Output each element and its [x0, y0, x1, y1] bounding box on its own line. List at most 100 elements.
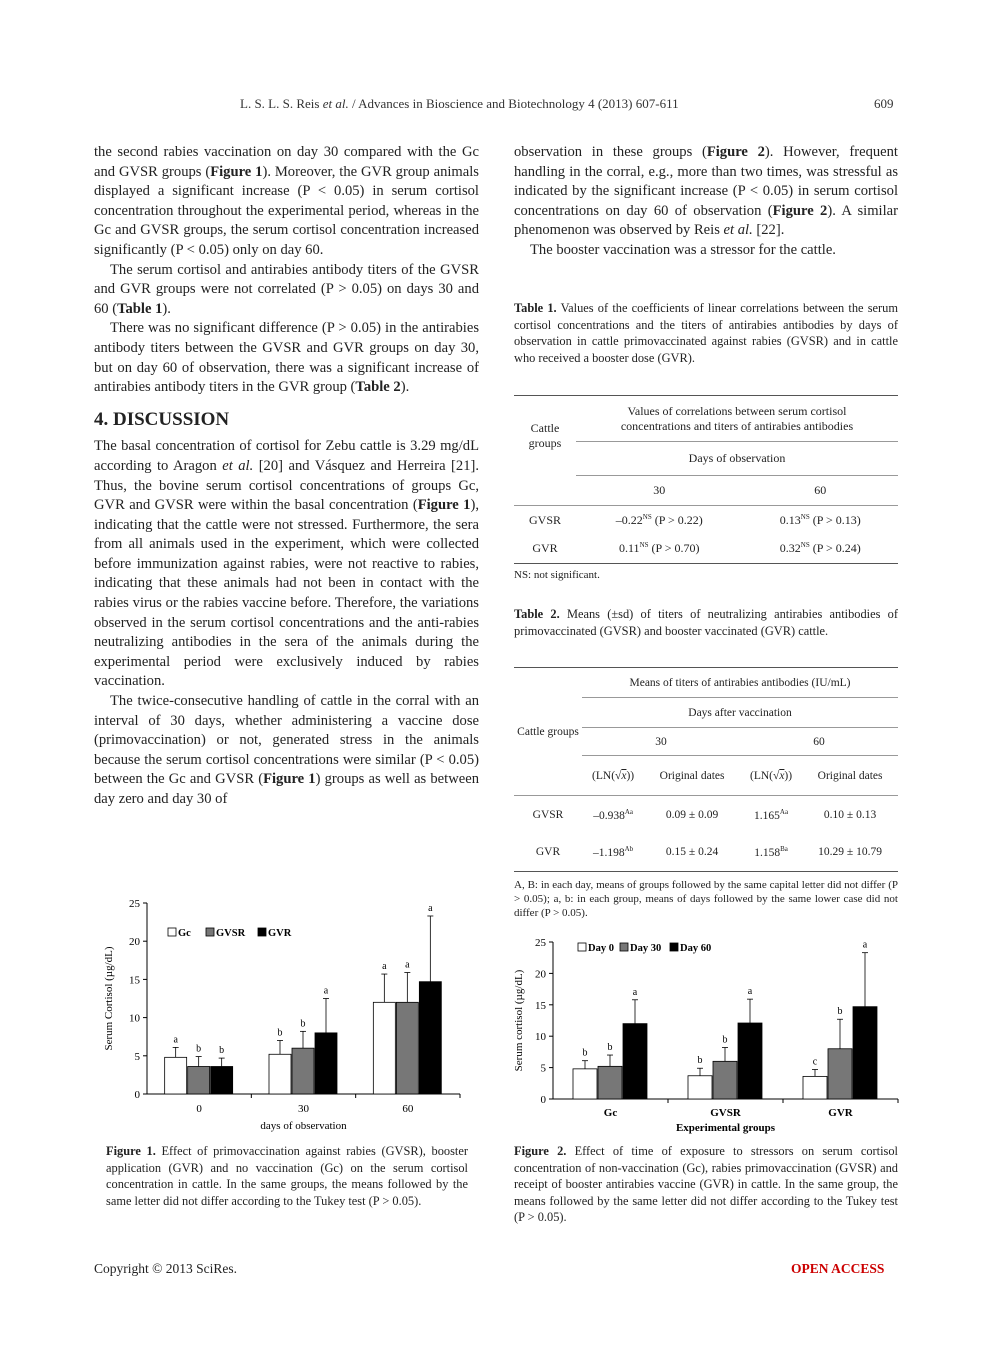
section-title: 4. DISCUSSION [94, 408, 230, 430]
x-tick-label: 0 [196, 1103, 202, 1115]
y-tick-label: 0 [541, 1094, 547, 1106]
x-axis-label: days of observation [260, 1120, 347, 1132]
left-paragraph-5: The twice-consecutive handling of cattle… [94, 693, 479, 807]
bar [291, 1047, 315, 1095]
bar [164, 1056, 188, 1095]
table2-head-days: Days after vaccination [582, 697, 898, 728]
data-label: b [723, 1035, 728, 1046]
bar [827, 1048, 853, 1100]
table2-footnote: A, B: in each day, means of groups follo… [514, 879, 898, 919]
table2-col-ln: (LN(√x)) [592, 769, 635, 782]
data-label: b [838, 1006, 843, 1017]
left-paragraph-1: the second rabies vaccination on day 30 … [94, 144, 479, 258]
y-tick-label: 5 [541, 1063, 547, 1075]
legend-label: Day 30 [630, 943, 661, 954]
bar [268, 1053, 292, 1095]
legend-swatch [167, 927, 177, 937]
x-tick-label: GVSR [710, 1107, 742, 1119]
data-label: a [405, 960, 410, 971]
bar [802, 1075, 828, 1100]
right-paragraph-1: observation in these groups (Figure 2). … [514, 144, 899, 239]
bar [852, 1006, 878, 1100]
bar [572, 1068, 598, 1100]
data-label: b [301, 1018, 306, 1029]
bar [314, 1032, 338, 1095]
left-column: the second rabies vaccination on day 30 … [94, 143, 479, 810]
legend-swatch [257, 927, 267, 937]
y-tick-label: 10 [535, 1031, 547, 1043]
left-paragraph-3: There was no significant difference (P >… [94, 320, 479, 396]
table2-day-60: 60 [739, 727, 898, 756]
data-label: b [698, 1055, 703, 1066]
table2-caption: Table 2. Means (±sd) of titers of neutra… [514, 607, 899, 638]
data-label: c [813, 1056, 818, 1067]
x-tick-label: 30 [298, 1103, 310, 1115]
copyright: Copyright © 2013 SciRes. [94, 1261, 238, 1276]
table1-head-days: Days of observation [576, 441, 898, 476]
data-label: b [219, 1045, 224, 1056]
data-label: a [324, 986, 329, 997]
bar [712, 1060, 738, 1100]
y-tick-label: 25 [535, 937, 547, 949]
bar [737, 1022, 763, 1100]
table2-col-ln: (LN(√x)) [750, 769, 793, 782]
table2-day-30: 30 [582, 727, 740, 756]
bar [418, 981, 442, 1095]
table1-head-values: Values of correlations between serum cor… [576, 395, 898, 442]
table2-head-groups: Cattle groups [517, 725, 579, 738]
figure2-chart: 0 5 10 15 20 25 Gc b b a GVSR b b a GVR c b a Day 0 Day 30 D… [513, 937, 899, 1134]
figure2-caption: Figure 2. Effect of time of exposure to … [514, 1144, 899, 1225]
legend-swatch [205, 927, 215, 937]
table2-col-orig: Original dates [817, 769, 883, 782]
y-axis-label: Serum cortisol (µg/dL) [513, 969, 525, 1071]
bar [187, 1066, 211, 1095]
data-label: b [583, 1048, 588, 1059]
x-tick-label: GVR [828, 1107, 854, 1119]
data-label: a [173, 1034, 178, 1045]
bar [687, 1075, 713, 1100]
table-row: GVR 0.11NS (P > 0.70) 0.32NS (P > 0.24) [532, 541, 861, 556]
y-axis-label: Serum Cortisol (µg/dL) [103, 946, 115, 1050]
table2-col-orig: Original dates [659, 769, 725, 782]
bar [395, 1001, 419, 1095]
page-number: 609 [874, 96, 894, 111]
legend-label: Day 0 [588, 943, 614, 954]
table-row: GVR –1.198Ab 0.15 ± 0.24 1.158Ba 10.29 ±… [535, 845, 882, 860]
y-tick-label: 20 [535, 968, 547, 980]
table1-head-groups: Cattle groups [528, 420, 562, 450]
left-paragraph-4: The basal concentration of cortisol for … [94, 438, 479, 690]
bar [597, 1065, 623, 1100]
table-row: GVSR –0.22NS (P > 0.22) 0.13NS (P > 0.13… [528, 512, 861, 527]
y-tick-label: 15 [535, 1000, 547, 1012]
table1-caption: Table 1. Values of the coefficients of l… [514, 301, 899, 365]
open-access-badge: OPEN ACCESS [791, 1261, 885, 1276]
table2: Cattle groups Means of titers of antirab… [514, 667, 898, 920]
table1-day-30: 30 [653, 483, 666, 497]
table1: Cattle groups Values of correlations bet… [514, 395, 898, 581]
figure1-caption: Figure 1. Effect of primovaccination aga… [106, 1144, 469, 1208]
data-label: b [608, 1042, 613, 1053]
y-tick-label: 10 [129, 1013, 141, 1025]
table1-footnote: NS: not significant. [514, 569, 600, 581]
legend-swatch [577, 942, 587, 952]
right-paragraph-2: The booster vaccination was a stressor f… [530, 241, 836, 258]
figure1-chart: 0 5 10 15 20 25 0 a b b 30 b b a 60 a a a Gc GVSR GVR Serum C… [103, 898, 461, 1132]
legend-swatch [619, 942, 629, 952]
running-title-journal: / Advances in Bioscience and Biotechnolo… [348, 96, 679, 111]
running-title-authors: L. S. L. S. Reis [240, 96, 323, 111]
running-header: L. S. L. S. Reis et al. / Advances in Bi… [240, 96, 679, 112]
y-tick-label: 5 [135, 1051, 141, 1063]
data-label: b [278, 1028, 283, 1039]
running-title-etal: et al. [322, 96, 349, 111]
x-tick-label: 60 [402, 1103, 414, 1115]
table-row: GVSR –0.938Aa 0.09 ± 0.09 1.165Aa 0.10 ±… [532, 807, 877, 822]
y-tick-label: 0 [135, 1089, 141, 1101]
table1-day-60: 60 [814, 483, 827, 497]
data-label: a [863, 940, 868, 951]
legend-label: GVSR [216, 928, 246, 939]
y-tick-label: 15 [129, 974, 141, 986]
legend-swatch [669, 942, 679, 952]
data-label: a [748, 986, 753, 997]
x-axis-label: Experimental groups [676, 1122, 776, 1134]
data-label: a [428, 903, 433, 914]
